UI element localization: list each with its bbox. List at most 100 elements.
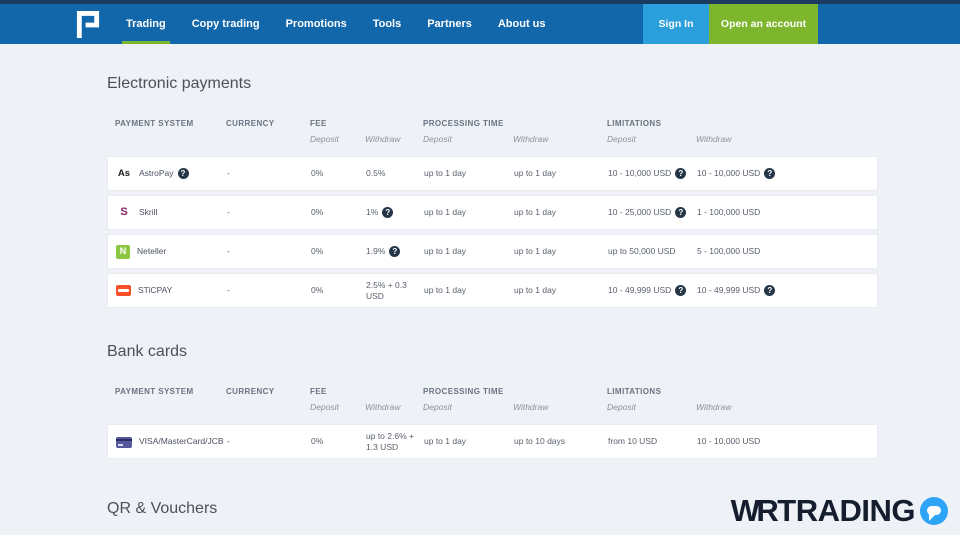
cell-processing-deposit: up to 1 day	[424, 285, 467, 295]
table-row: VISA/MasterCard/JCB - 0% up to 2.6% + 1.…	[107, 424, 878, 459]
cell-processing-withdraw: up to 1 day	[514, 285, 557, 295]
table-row: As AstroPay ? - 0% 0.5% up to 1 day up t…	[107, 156, 878, 191]
navbar: Trading Copy trading Promotions Tools Pa…	[0, 0, 960, 44]
cell-limit-deposit: 10 - 49,999 USD ?	[608, 285, 697, 296]
nav-item-about-us[interactable]: About us	[497, 18, 546, 30]
subcolumn-header-deposit: Deposit	[607, 402, 636, 412]
help-icon[interactable]: ?	[675, 285, 687, 296]
cell-fee-deposit: 0%	[311, 168, 324, 178]
cell-limit-deposit: from 10 USD	[608, 436, 658, 446]
nav-menu: Trading Copy trading Promotions Tools Pa…	[113, 4, 559, 44]
open-account-button[interactable]: Open an account	[709, 4, 818, 44]
table-header: PAYMENT SYSTEM CURRENCY FEE PROCESSING T…	[107, 119, 878, 144]
nav-item-partners[interactable]: Partners	[427, 18, 472, 30]
cell-fee-deposit: 0%	[311, 246, 324, 256]
bank-card-icon	[116, 436, 132, 448]
limit-value: 10 - 25,000 USD	[608, 207, 672, 217]
table-header: PAYMENT SYSTEM CURRENCY FEE PROCESSING T…	[107, 387, 878, 412]
cell-limit-withdraw: 1 - 100,000 USD	[697, 207, 761, 217]
help-icon[interactable]: ?	[389, 246, 401, 257]
limit-value: 10 - 10,000 USD	[697, 168, 761, 178]
cell-fee-withdraw: 2.5% + 0.3 USD	[366, 279, 407, 301]
navbar-row: Trading Copy trading Promotions Tools Pa…	[0, 4, 960, 44]
payment-name: STiCPAY	[138, 285, 173, 295]
cell-limit-withdraw: 10 - 10,000 USD	[697, 436, 761, 446]
nav-item-trading[interactable]: Trading	[113, 4, 179, 44]
cell-fee-withdraw: 1% ?	[366, 207, 424, 218]
skrill-icon: S	[120, 206, 128, 218]
help-icon[interactable]: ?	[764, 168, 776, 179]
cell-processing-withdraw: up to 10 days	[514, 436, 566, 446]
nav-item-tools[interactable]: Tools	[372, 18, 402, 30]
cell-limit-withdraw: 10 - 49,999 USD ?	[697, 285, 879, 296]
column-header-limitations: LIMITATIONS	[607, 387, 662, 396]
limit-value: 10 - 49,999 USD	[697, 285, 761, 295]
table-body: As AstroPay ? - 0% 0.5% up to 1 day up t…	[107, 156, 960, 308]
section-title: Electronic payments	[107, 75, 252, 92]
roboforex-logo-icon[interactable]	[75, 10, 101, 38]
cell-fee-withdraw: up to 2.6% + 1.3 USD	[366, 430, 414, 452]
cell-limit-withdraw: 10 - 10,000 USD ?	[697, 168, 879, 179]
cell-processing-withdraw: up to 1 day	[514, 246, 557, 256]
cell-fee-withdraw: 1.9% ?	[366, 246, 424, 257]
limit-value: 10 - 10,000 USD	[608, 168, 672, 178]
help-icon[interactable]: ?	[675, 168, 687, 179]
watermark-text-wr: WR	[730, 493, 779, 528]
payment-name: VISA/MasterCard/JCB	[139, 436, 224, 446]
column-header-processing-time: PROCESSING TIME	[423, 387, 504, 396]
main-content: Electronic payments PAYMENT SYSTEM CURRE…	[0, 44, 960, 518]
subcolumn-header-deposit: Deposit	[607, 134, 636, 144]
column-header-currency: CURRENCY	[226, 119, 275, 128]
section-electronic-payments: Electronic payments PAYMENT SYSTEM CURRE…	[107, 74, 960, 308]
cell-fee-deposit: 0%	[311, 285, 324, 295]
cell-limit-deposit: 10 - 25,000 USD ?	[608, 207, 697, 218]
help-icon[interactable]: ?	[177, 168, 189, 179]
nav-item-promotions[interactable]: Promotions	[285, 18, 347, 30]
payment-name: AstroPay	[139, 168, 174, 178]
column-header-currency: CURRENCY	[226, 387, 275, 396]
column-header-payment-system: PAYMENT SYSTEM	[115, 387, 194, 396]
cell-currency: -	[227, 436, 230, 446]
section-title: QR & Vouchers	[107, 500, 218, 517]
subcolumn-header-withdraw: Withdraw	[513, 134, 549, 144]
fee-value: 1.9%	[366, 246, 386, 256]
help-icon[interactable]: ?	[764, 285, 776, 296]
astropay-icon: As	[117, 168, 131, 179]
payment-name: Neteller	[137, 246, 167, 256]
column-header-payment-system: PAYMENT SYSTEM	[115, 119, 194, 128]
nav-item-copy-trading[interactable]: Copy trading	[191, 18, 260, 30]
subcolumn-header-deposit: Deposit	[310, 134, 339, 144]
cell-processing-withdraw: up to 1 day	[514, 168, 557, 178]
subcolumn-header-deposit: Deposit	[310, 402, 339, 412]
help-icon[interactable]: ?	[675, 207, 687, 218]
section-qr-vouchers: QR & Vouchers	[107, 499, 960, 518]
column-header-fee: FEE	[310, 387, 327, 396]
help-icon[interactable]: ?	[382, 207, 394, 218]
bottom-strip	[0, 535, 960, 540]
cell-processing-deposit: up to 1 day	[424, 207, 467, 217]
subcolumn-header-withdraw: Withdraw	[696, 134, 732, 144]
section-title: Bank cards	[107, 343, 188, 360]
subcolumn-header-withdraw: Withdraw	[696, 402, 732, 412]
cell-payment-system: VISA/MasterCard/JCB	[108, 436, 227, 448]
cell-currency: -	[227, 246, 230, 256]
cell-limit-deposit: up to 50,000 USD	[608, 246, 676, 256]
column-header-fee: FEE	[310, 119, 327, 128]
subcolumn-header-withdraw: Withdraw	[365, 402, 401, 412]
column-header-processing-time: PROCESSING TIME	[423, 119, 504, 128]
navbar-top-strip	[0, 0, 960, 4]
table-row: S Skrill - 0% 1% ? up to 1 day up to 1 d…	[107, 195, 878, 230]
section-bank-cards: Bank cards PAYMENT SYSTEM CURRENCY FEE P…	[107, 342, 960, 459]
cell-currency: -	[227, 285, 230, 295]
neteller-icon: N	[116, 244, 130, 259]
sign-in-button[interactable]: Sign In	[643, 4, 709, 44]
subcolumn-header-deposit: Deposit	[423, 402, 452, 412]
subcolumn-header-deposit: Deposit	[423, 134, 452, 144]
sticpay-icon	[116, 285, 131, 296]
cell-fee-withdraw: 0.5%	[366, 168, 386, 178]
cell-processing-deposit: up to 1 day	[424, 168, 467, 178]
wr-trading-watermark: WR TRADING	[731, 493, 948, 529]
table-row: N Neteller - 0% 1.9% ? up to 1 day up to…	[107, 234, 878, 269]
table-body: VISA/MasterCard/JCB - 0% up to 2.6% + 1.…	[107, 424, 960, 459]
